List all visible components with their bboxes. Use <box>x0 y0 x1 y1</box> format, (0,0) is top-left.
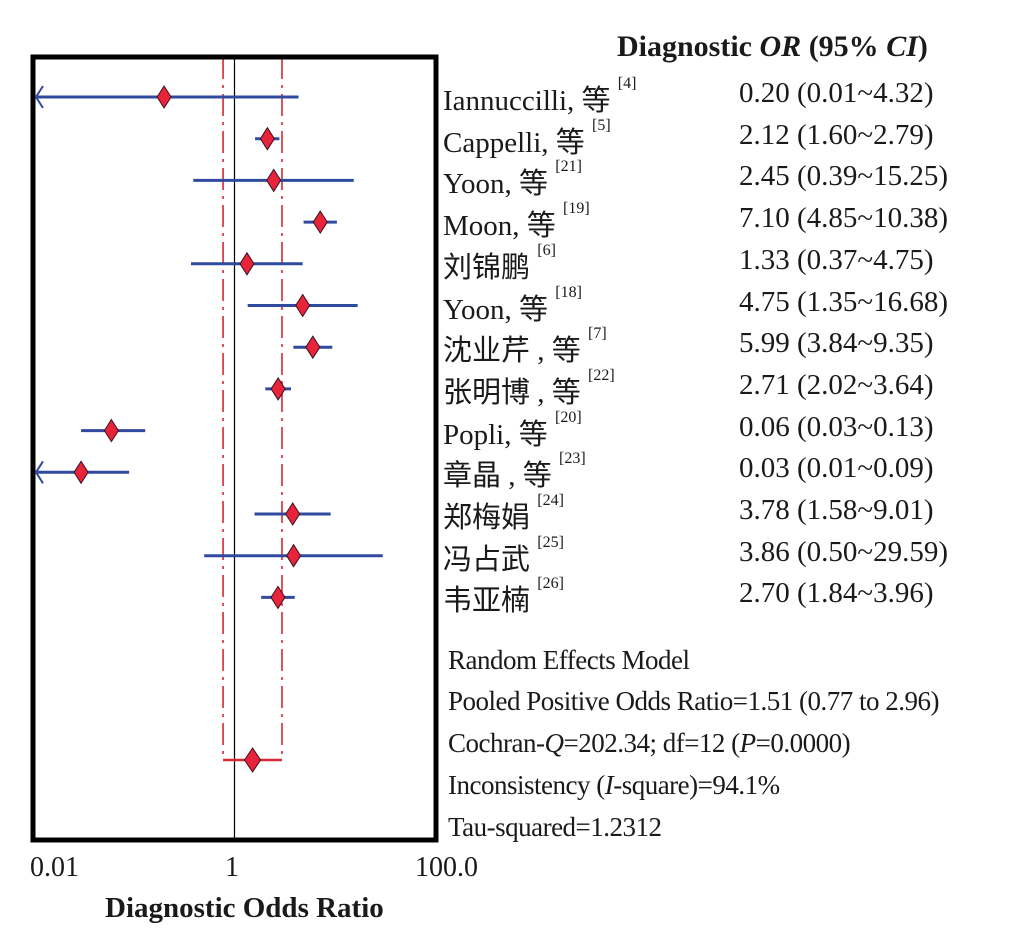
study-point-marker <box>259 126 275 151</box>
x-axis-label: Diagnostic Odds Ratio <box>105 892 384 924</box>
study-name: 郑梅娟 <box>443 502 531 534</box>
study-point-marker <box>239 251 255 276</box>
study-name: 沈业芹 , 等 <box>443 335 581 368</box>
study-label: 章晶 , 等 [23] <box>443 450 586 494</box>
study-ref: [7] <box>588 325 607 343</box>
study-or-ci: 2.70 (1.84~3.96) <box>739 577 934 610</box>
study-name: 刘锦鹏 <box>443 251 531 284</box>
study-or-ci: 2.71 (2.02~3.64) <box>739 368 934 401</box>
inconsistency-text: Inconsistency (I-square)=94.1% <box>448 770 780 800</box>
study-ref: [20] <box>555 408 582 426</box>
study-label: 郑梅娟 [24] <box>443 492 564 536</box>
study-or-ci: 4.75 (1.35~16.68) <box>739 285 949 318</box>
study-label: Yoon, 等 [18] <box>443 283 582 328</box>
study-point-marker <box>103 418 119 443</box>
study-name: Yoon, 等 <box>443 168 549 201</box>
x-tick-label: 100.0 <box>415 852 478 883</box>
study-point-marker <box>305 335 321 360</box>
study-point-marker <box>266 168 282 193</box>
study-ref: [21] <box>555 158 582 176</box>
study-or-ci: 0.06 (0.03~0.13) <box>739 410 934 443</box>
study-or-ci: 2.12 (1.60~2.79) <box>739 118 934 151</box>
study-ref: [18] <box>555 283 582 301</box>
study-or-ci: 2.45 (0.39~15.25) <box>739 160 949 193</box>
study-label: Iannuccilli, 等 [4] <box>443 75 637 119</box>
study-label: 张明博 , 等 [22] <box>443 366 615 411</box>
study-label: 冯占武 [25] <box>443 533 564 578</box>
study-or-ci: 1.33 (0.37~4.75) <box>739 243 934 276</box>
cochran-q-text: Cochran-Q=202.34; df=12 (P=0.0000) <box>448 728 851 758</box>
study-name: Cappelli, 等 <box>443 126 585 159</box>
study-point-marker <box>285 502 301 526</box>
study-ref: [19] <box>563 200 590 218</box>
study-point-marker <box>312 210 328 235</box>
study-name: Popli, 等 <box>443 418 548 451</box>
study-point-marker <box>295 293 311 318</box>
study-name: 章晶 , 等 <box>443 460 552 493</box>
study-name: 韦亚楠 <box>443 585 531 618</box>
study-name: 张明博 , 等 <box>443 376 581 409</box>
plot-frame <box>30 54 439 843</box>
pooled-or-text: Pooled Positive Odds Ratio=1.51 (0.77 to… <box>448 686 939 716</box>
study-ci-arrow <box>34 460 44 484</box>
study-ref: [24] <box>537 492 564 509</box>
study-label: 刘锦鹏 [6] <box>443 241 556 286</box>
study-or-ci: 0.20 (0.01~4.32) <box>739 77 934 109</box>
study-or-ci: 3.78 (1.58~9.01) <box>739 494 934 526</box>
study-label: Moon, 等 [19] <box>443 200 590 244</box>
x-tick-label: 0.01 <box>30 852 79 883</box>
study-ref: [26] <box>537 575 564 593</box>
study-ref: [22] <box>588 366 615 384</box>
study-name: Moon, 等 <box>443 210 556 243</box>
study-name: Iannuccilli, 等 <box>443 85 611 117</box>
study-label: Yoon, 等 [21] <box>443 158 582 202</box>
study-or-ci: 7.10 (4.85~10.38) <box>739 202 949 235</box>
study-ref: [23] <box>559 450 586 468</box>
study-or-ci: 3.86 (0.50~29.59) <box>739 535 949 568</box>
study-name: 冯占武 <box>443 543 531 576</box>
column-header: Diagnostic OR (95% CI) <box>617 30 928 63</box>
study-or-ci: 5.99 (3.84~9.35) <box>739 327 934 360</box>
tau-squared-text: Tau-squared=1.2312 <box>448 812 662 842</box>
study-label: 韦亚楠 [26] <box>443 575 564 619</box>
study-point-marker <box>73 460 89 485</box>
pooled-point-marker <box>243 747 262 773</box>
study-label: Cappelli, 等 [5] <box>443 116 611 161</box>
study-ref: [4] <box>617 75 637 92</box>
study-name: Yoon, 等 <box>443 293 549 326</box>
study-point-marker <box>286 543 302 568</box>
study-label: Popli, 等 [20] <box>443 408 582 453</box>
study-point-marker <box>270 376 286 401</box>
study-point-marker <box>156 85 172 109</box>
study-point-marker <box>270 585 286 610</box>
study-ci-arrow <box>34 85 44 109</box>
study-ref: [25] <box>537 533 564 551</box>
model-label: Random Effects Model <box>448 645 690 675</box>
study-label: 沈业芹 , 等 [7] <box>443 325 607 369</box>
study-ref: [6] <box>537 241 556 259</box>
x-tick-label: 1 <box>225 852 239 883</box>
study-or-ci: 0.03 (0.01~0.09) <box>739 452 934 485</box>
study-ref: [5] <box>592 116 611 134</box>
